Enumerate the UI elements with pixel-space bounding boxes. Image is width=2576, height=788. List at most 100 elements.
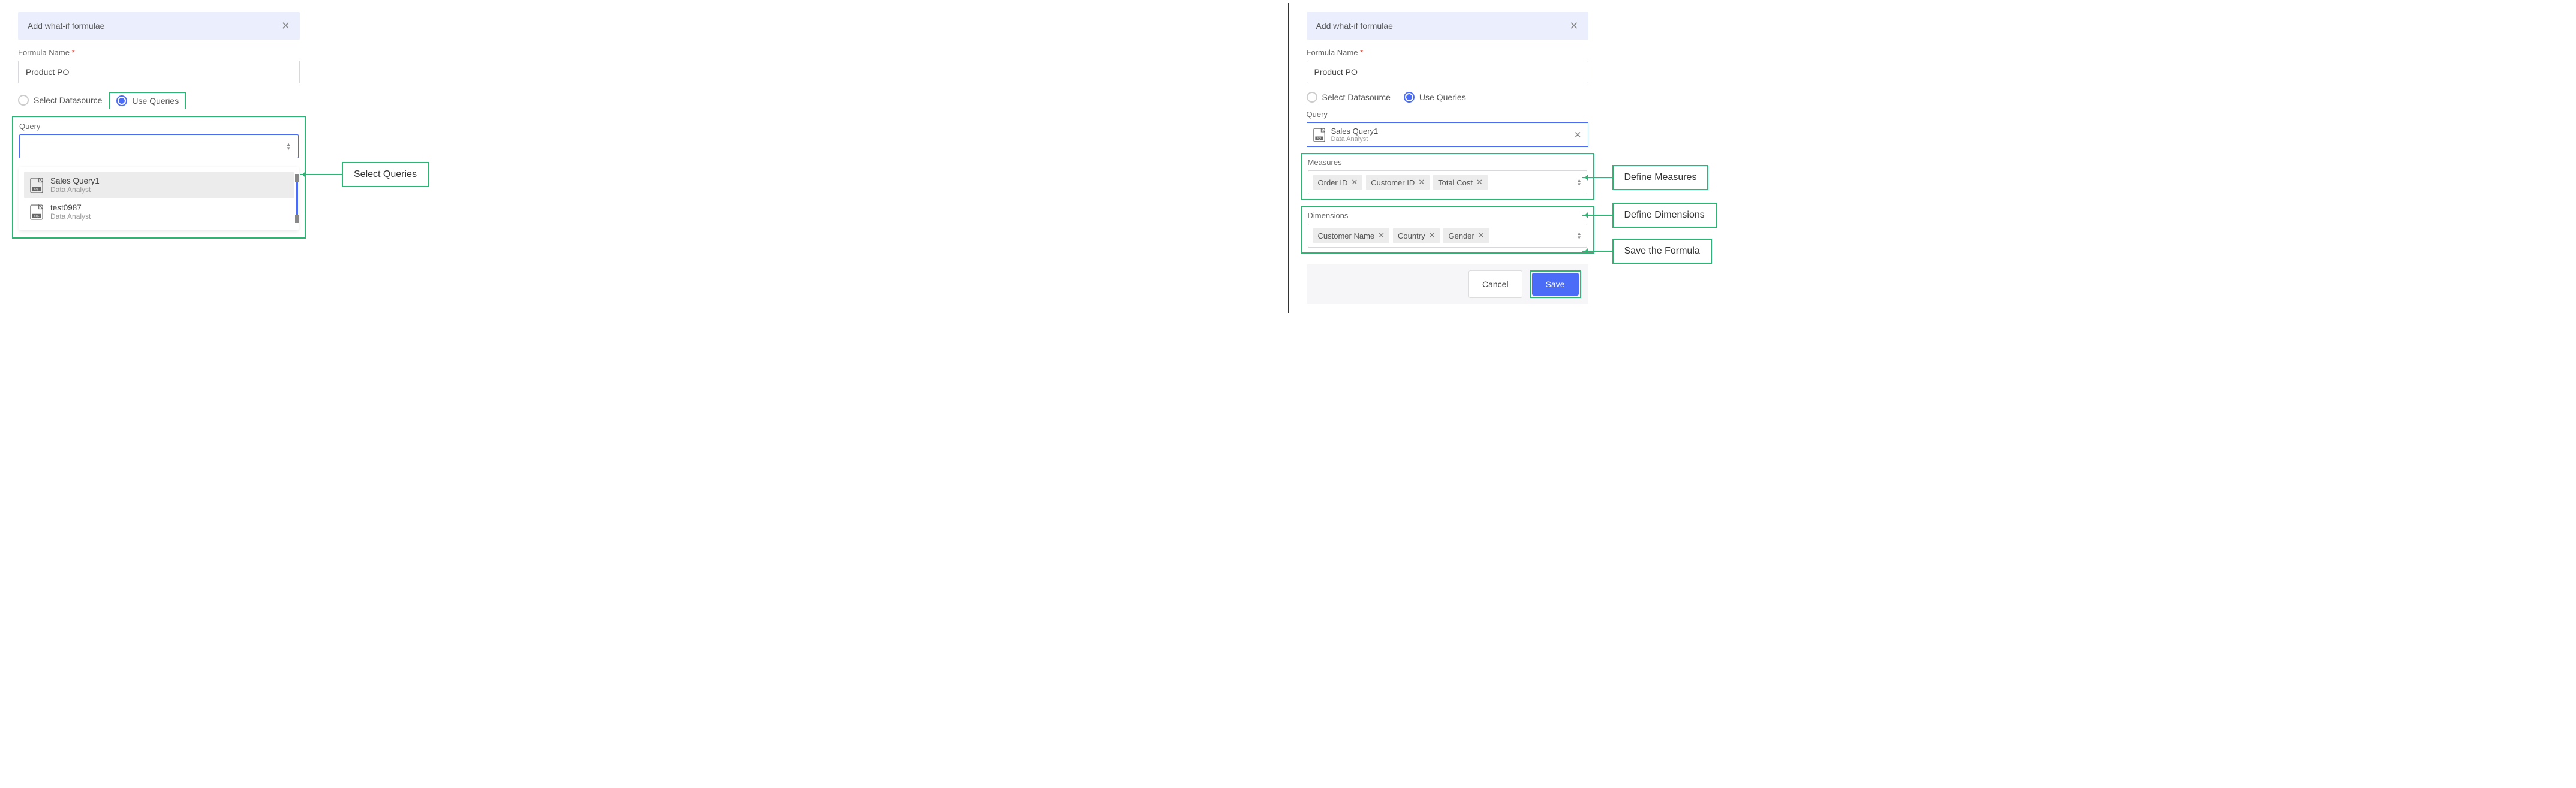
measures-section: Measures Order ID✕ Customer ID✕ Total Co… (1301, 153, 1594, 200)
callout-label: Save the Formula (1612, 239, 1712, 264)
query-section: Query ▲▼ SQL (12, 116, 306, 239)
dropdown-text: test0987 Data Analyst (50, 203, 91, 221)
dropdown-item[interactable]: SQL test0987 Data Analyst (24, 198, 294, 225)
label-text: Formula Name (1307, 48, 1358, 57)
item-sub: Data Analyst (50, 212, 91, 221)
chevron-updown-icon: ▲▼ (1577, 178, 1582, 187)
selected-query[interactable]: SQL Sales Query1 Data Analyst ✕ (1307, 122, 1588, 147)
dialog-header: Add what-if formulae ✕ (1307, 12, 1588, 40)
remove-icon[interactable]: ✕ (1418, 178, 1425, 187)
dialog-title: Add what-if formulae (28, 21, 104, 31)
left-panel: Add what-if formulae ✕ Formula Name * Se… (18, 12, 300, 239)
radio-label: Use Queries (1419, 92, 1466, 102)
dimensions-input[interactable]: Customer Name✕ Country✕ Gender✕ ▲▼ (1308, 224, 1587, 248)
callout-label: Select Queries (342, 162, 429, 187)
cancel-button[interactable]: Cancel (1468, 270, 1522, 298)
remove-icon[interactable]: ✕ (1378, 231, 1385, 240)
required-asterisk: * (72, 48, 75, 57)
tag[interactable]: Customer Name✕ (1313, 228, 1390, 243)
svg-text:SQL: SQL (34, 187, 40, 190)
callout-label: Define Measures (1612, 165, 1709, 190)
sql-file-icon: SQL (30, 204, 43, 220)
radio-icon (1307, 92, 1317, 103)
radio-label: Select Datasource (34, 95, 102, 105)
tag-label: Country (1398, 231, 1425, 240)
dialog-title: Add what-if formulae (1316, 21, 1393, 31)
sql-file-icon: SQL (1313, 128, 1325, 142)
dimensions-label: Dimensions (1308, 211, 1587, 220)
formula-name-input[interactable] (1307, 61, 1588, 83)
tag-label: Order ID (1318, 178, 1348, 187)
label-text: Formula Name (18, 48, 70, 57)
callout-arrow (300, 174, 342, 175)
formula-name-label: Formula Name * (18, 48, 300, 57)
remove-icon[interactable]: ✕ (1351, 178, 1358, 187)
radio-icon (1404, 92, 1415, 103)
chevron-updown-icon: ▲▼ (1577, 231, 1582, 240)
tag[interactable]: Country ✕ (1393, 228, 1440, 243)
callout-dimensions: Define Dimensions (1582, 203, 1717, 228)
save-button[interactable]: Save (1532, 273, 1579, 296)
save-highlight: Save (1530, 270, 1581, 298)
required-asterisk: * (1360, 48, 1363, 57)
tag-label: Gender (1448, 231, 1474, 240)
remove-icon[interactable]: ✕ (1429, 231, 1436, 240)
item-sub: Data Analyst (50, 185, 100, 194)
tag-label: Total Cost (1438, 178, 1473, 187)
tag[interactable]: Order ID✕ (1313, 175, 1363, 190)
dropdown-scrollbar[interactable] (295, 174, 299, 223)
item-name: Sales Query1 (50, 176, 100, 185)
item-sub: Data Analyst (1331, 136, 1568, 143)
form-body: Formula Name * Select Datasource Use Que… (1307, 40, 1588, 304)
source-radio-group: Select Datasource Use Queries (1307, 92, 1588, 103)
dialog-footer: Cancel Save (1307, 264, 1588, 304)
callout-label: Define Dimensions (1612, 203, 1717, 228)
remove-icon[interactable]: ✕ (1476, 178, 1483, 187)
tag-label: Customer Name (1318, 231, 1375, 240)
radio-label: Use Queries (132, 96, 179, 106)
radio-queries[interactable]: Use Queries (109, 92, 186, 109)
right-wrapper: Add what-if formulae ✕ Formula Name * Se… (1289, 0, 2576, 316)
query-label: Query (1307, 110, 1588, 119)
chevron-updown-icon: ▲▼ (286, 142, 291, 151)
item-name: Sales Query1 (1331, 127, 1568, 136)
radio-datasource[interactable]: Select Datasource (18, 95, 102, 106)
container: Add what-if formulae ✕ Formula Name * Se… (0, 0, 2576, 316)
tag[interactable]: Gender ✕ (1443, 228, 1489, 243)
callout-arrow (1582, 177, 1612, 178)
radio-label: Select Datasource (1322, 92, 1391, 102)
dropdown-item[interactable]: SQL Sales Query1 Data Analyst (24, 172, 294, 198)
dialog-header: Add what-if formulae ✕ (18, 12, 300, 40)
callout-select-queries: Select Queries (300, 162, 429, 187)
form-body: Formula Name * Select Datasource Use Que… (18, 40, 300, 239)
selected-query-text: Sales Query1 Data Analyst (1331, 127, 1568, 143)
measures-input[interactable]: Order ID✕ Customer ID✕ Total Cost✕ ▲▼ (1308, 170, 1587, 194)
callout-measures: Define Measures (1582, 165, 1709, 190)
remove-icon[interactable]: ✕ (1478, 231, 1485, 240)
close-icon[interactable]: ✕ (281, 20, 290, 31)
source-radio-group: Select Datasource Use Queries (18, 92, 300, 109)
item-name: test0987 (50, 203, 91, 212)
dimensions-section: Dimensions Customer Name✕ Country✕ Gende… (1301, 206, 1594, 254)
radio-datasource[interactable]: Select Datasource (1307, 92, 1391, 103)
close-icon[interactable]: ✕ (1569, 20, 1578, 31)
clear-icon[interactable]: ✕ (1574, 130, 1582, 140)
tag[interactable]: Total Cost✕ (1433, 175, 1488, 190)
right-panel: Add what-if formulae ✕ Formula Name * Se… (1307, 12, 1588, 304)
callout-arrow (1582, 251, 1612, 252)
measures-label: Measures (1308, 158, 1587, 167)
radio-icon (18, 95, 29, 106)
query-dropdown: SQL Sales Query1 Data Analyst (19, 167, 299, 230)
tag[interactable]: Customer ID✕ (1366, 175, 1430, 190)
radio-icon (116, 95, 127, 106)
svg-text:SQL: SQL (34, 214, 40, 217)
svg-text:SQL: SQL (1316, 137, 1322, 140)
left-wrapper: Add what-if formulae ✕ Formula Name * Se… (0, 0, 1288, 316)
tag-label: Customer ID (1371, 178, 1415, 187)
radio-queries[interactable]: Use Queries (1404, 92, 1466, 103)
query-select[interactable]: ▲▼ (19, 134, 299, 158)
dropdown-text: Sales Query1 Data Analyst (50, 176, 100, 194)
formula-name-label: Formula Name * (1307, 48, 1588, 57)
query-label: Query (19, 122, 299, 131)
formula-name-input[interactable] (18, 61, 300, 83)
